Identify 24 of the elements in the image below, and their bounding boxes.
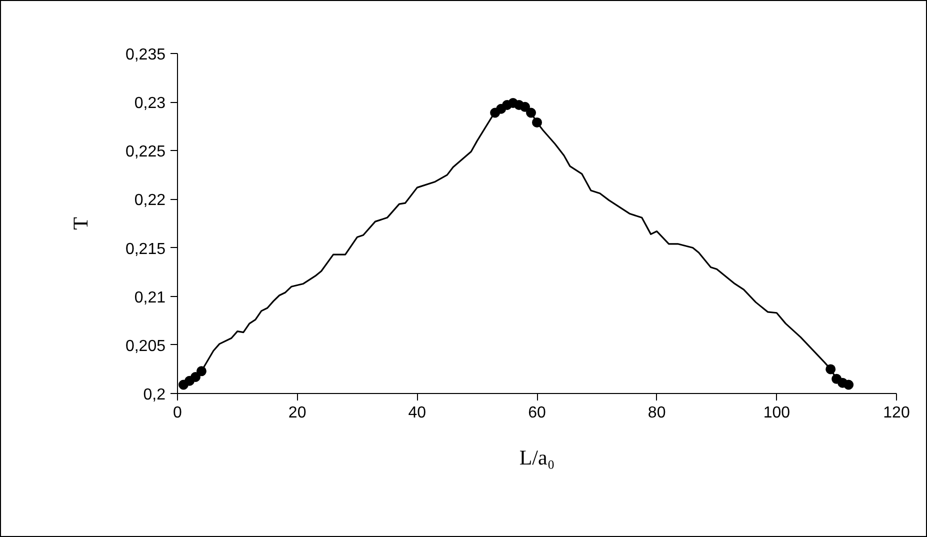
x-axis-title: L/a₀ bbox=[519, 446, 555, 470]
y-tick-label: 0,2 bbox=[143, 386, 166, 404]
x-tick-label: 20 bbox=[288, 404, 306, 422]
x-tick-label: 80 bbox=[648, 404, 666, 422]
x-tick-label: 0 bbox=[173, 404, 182, 422]
x-tick-label: 40 bbox=[408, 404, 426, 422]
x-tick-label: 120 bbox=[883, 404, 910, 422]
y-tick-label: 0,225 bbox=[125, 144, 166, 161]
point bbox=[190, 372, 200, 382]
y-tick-label: 0,205 bbox=[125, 338, 166, 355]
x-tick-label: 60 bbox=[528, 404, 546, 422]
x-tick-label: 100 bbox=[763, 404, 790, 422]
y-tick-label: 0,215 bbox=[125, 240, 166, 258]
y-axis-title: T bbox=[68, 216, 92, 230]
y-tick-label: 0,23 bbox=[134, 95, 166, 112]
point bbox=[826, 364, 836, 374]
y-tick-label: 0,21 bbox=[134, 289, 166, 306]
y-tick-label: 0,22 bbox=[134, 192, 166, 210]
point bbox=[526, 108, 536, 118]
point bbox=[844, 380, 854, 390]
point bbox=[532, 117, 542, 128]
point bbox=[520, 102, 530, 112]
point bbox=[196, 366, 206, 376]
y-tick-label: 0,235 bbox=[125, 46, 166, 64]
